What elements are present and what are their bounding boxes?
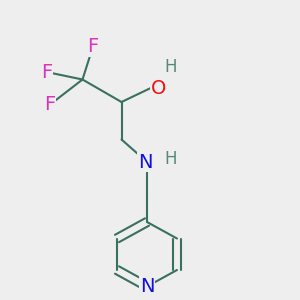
Text: O: O bbox=[151, 79, 167, 98]
Text: N: N bbox=[138, 152, 153, 172]
Text: F: F bbox=[41, 62, 52, 82]
Text: H: H bbox=[165, 58, 177, 76]
Text: F: F bbox=[87, 37, 99, 56]
Text: N: N bbox=[140, 277, 154, 296]
Text: H: H bbox=[165, 150, 177, 168]
Text: F: F bbox=[44, 95, 55, 115]
